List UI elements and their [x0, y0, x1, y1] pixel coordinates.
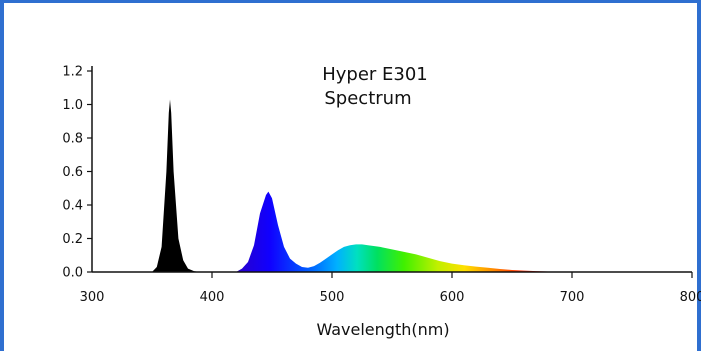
visible-spectrum-area	[236, 191, 572, 272]
x-tick-label: 700	[560, 290, 585, 305]
x-tick-label: 800	[680, 290, 701, 305]
x-axis-label: Wavelength(nm)	[316, 320, 449, 339]
x-tick-label: 500	[320, 290, 345, 305]
chart-title: Hyper E301	[322, 64, 428, 85]
y-tick-label: 0.8	[62, 132, 83, 147]
y-tick-label: 0.4	[62, 199, 83, 214]
x-tick-label: 300	[80, 290, 105, 305]
y-tick-label: 0.0	[62, 266, 83, 281]
y-tick-label: 0.6	[62, 165, 83, 180]
chart-subtitle: Spectrum	[324, 88, 411, 109]
y-tick-label: 1.2	[62, 65, 83, 80]
y-tick-label: 1.0	[62, 98, 83, 113]
y-tick-label: 0.2	[62, 232, 83, 247]
x-tick-label: 600	[440, 290, 465, 305]
uv-peak-area	[152, 99, 200, 272]
x-tick-label: 400	[200, 290, 225, 305]
